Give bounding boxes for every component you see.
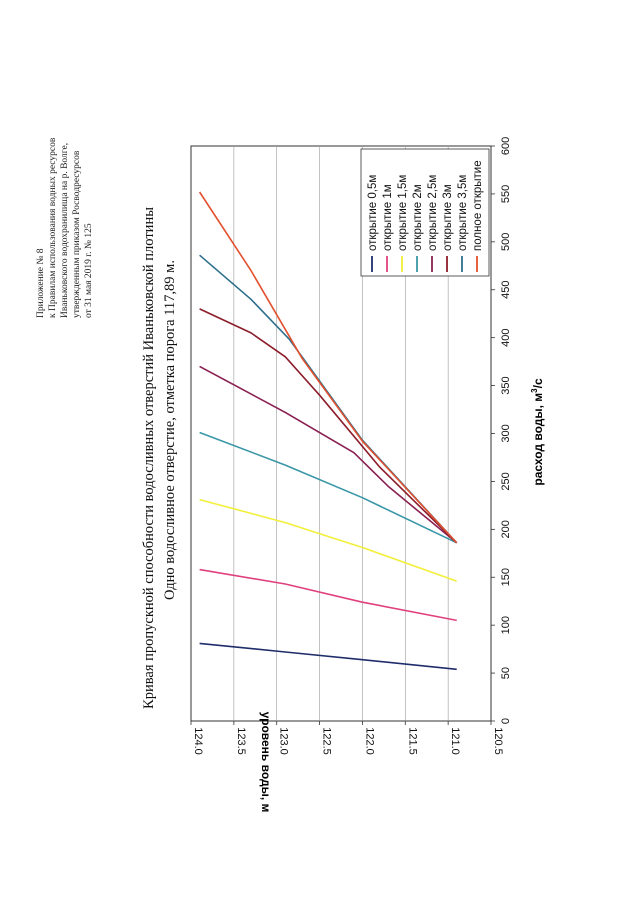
legend-label-2: открытие 1м [382, 184, 394, 251]
legend-label-4: открытие 2м [412, 184, 424, 251]
appendix-number: Приложение № 8 [36, 248, 46, 318]
legend-label-5: открытие 2,5м [427, 175, 439, 251]
series-line-6 [199, 308, 458, 544]
series-layer [198, 191, 458, 671]
tick-label-discharge: 600 [500, 137, 512, 155]
legend-label-7: открытие 3,5м [457, 175, 469, 251]
axis-ticks: 124.0 123.5 123.0 122.5 122.0 121.5 121.0 120.5… [190, 137, 512, 755]
appendix-header: Приложение № 8 к Правилам использования … [36, 137, 94, 318]
tick-label-discharge: 250 [500, 472, 512, 490]
tick-label-level: 123.0 [278, 727, 290, 755]
tick-label-level: 122.5 [321, 727, 333, 755]
chart-titles: Кривая пропускной способности водосливны… [141, 207, 178, 709]
tick-label-discharge: 550 [500, 185, 512, 203]
tick-label-level: 121.5 [406, 727, 418, 755]
series-line-8 [198, 191, 458, 544]
tick-label-discharge: 100 [500, 616, 512, 634]
series-line-5 [199, 365, 458, 544]
legend-label-1: открытие 0,5м [367, 175, 379, 251]
tick-label-discharge: 200 [500, 520, 512, 538]
x-axis-label-main: расход воды, м [531, 393, 545, 486]
appendix-line-rules: к Правилам использования водных ресурсов [48, 137, 58, 318]
tick-label-discharge: 400 [500, 328, 512, 346]
tick-label-level: 122.0 [363, 727, 375, 755]
tick-label-discharge: 450 [500, 281, 512, 299]
legend-label-3: открытие 1,5м [397, 175, 409, 251]
x-axis-label: расход воды, м3/с [530, 378, 545, 486]
chart-subtitle: Одно водосливное отверстие, отметка поро… [162, 260, 178, 600]
legend-label-6: открытие 3м [442, 184, 454, 251]
tick-label-discharge: 300 [500, 424, 512, 442]
tick-label-level: 123.5 [235, 727, 247, 755]
series-line-2 [199, 568, 457, 622]
tick-label-level: 120.5 [492, 727, 504, 755]
y-axis-label: уровень воды, м [259, 712, 273, 813]
appendix-line-date: от 31 мая 2019 г. № 125 [84, 223, 94, 318]
series-line-1 [199, 642, 457, 671]
tick-label-level: 124.0 [192, 727, 204, 755]
legend-label-8: полное открытие [472, 160, 484, 251]
tick-label-discharge: 50 [500, 667, 512, 679]
tick-label-discharge: 150 [500, 568, 512, 586]
tick-label-level: 121.0 [449, 727, 461, 755]
legend-box [360, 148, 490, 277]
tick-label-discharge: 500 [500, 233, 512, 251]
legend: открытие 0,5м открытие 1м открытие 1,5м отк… [360, 148, 490, 277]
series-line-3 [199, 498, 457, 582]
series-line-4 [199, 431, 458, 544]
appendix-line-reservoir: Иваньковского водохранилища на р. Волге, [60, 143, 70, 318]
tick-label-discharge: 0 [500, 718, 512, 724]
x-axis-label-suffix: /с [531, 378, 545, 388]
x-axis-label-sup: 3 [530, 388, 539, 393]
tick-label-discharge: 350 [500, 376, 512, 394]
appendix-line-approved: утвержденным приказом Росводресурсов [72, 150, 82, 318]
chart-title: Кривая пропускной способности водосливны… [141, 207, 157, 709]
